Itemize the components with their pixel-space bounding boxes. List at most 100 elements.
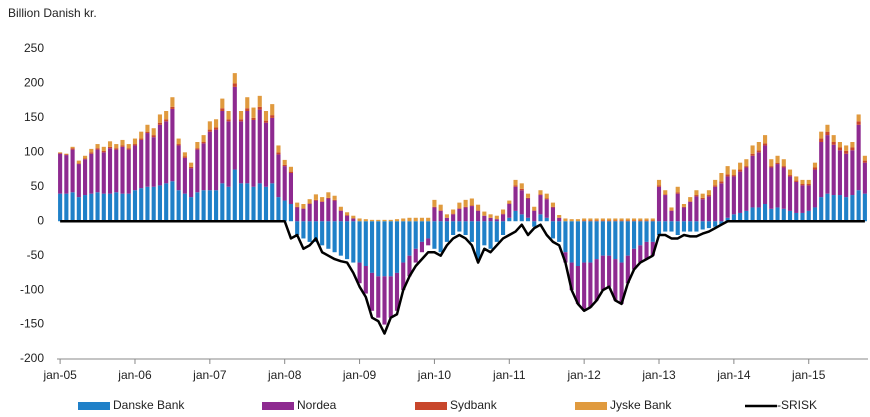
bar-segment xyxy=(232,169,237,222)
bar-segment xyxy=(107,146,113,149)
bar-segment xyxy=(263,111,269,121)
bar-segment xyxy=(763,145,768,204)
bar-segment xyxy=(164,121,169,184)
bar-segment xyxy=(170,181,175,222)
bar-segment xyxy=(750,155,755,208)
bar-segment xyxy=(806,184,811,186)
bar-segment xyxy=(550,207,556,222)
bar-segment xyxy=(700,199,705,222)
bar-segment xyxy=(89,153,94,194)
bar-segment xyxy=(120,145,125,147)
bar-segment xyxy=(369,219,375,222)
bar-segment xyxy=(313,221,318,242)
legend-label: Sydbank xyxy=(450,398,498,412)
bar-segment xyxy=(594,259,599,301)
bar-segment xyxy=(58,153,63,194)
bar-segment xyxy=(345,221,350,260)
bar-segment xyxy=(831,195,836,222)
bar-segment xyxy=(588,220,593,222)
bar-segment xyxy=(444,217,449,222)
bar-segment xyxy=(476,221,481,260)
bar-segment xyxy=(819,142,824,198)
bar-segment xyxy=(663,221,668,232)
bar-segment xyxy=(663,195,668,222)
bar-segment xyxy=(706,190,711,196)
x-tick-label: jan-09 xyxy=(342,368,377,382)
bar-segment xyxy=(825,131,830,136)
bar-segment xyxy=(95,149,100,193)
bar-segment xyxy=(351,218,356,222)
bar-segment xyxy=(276,152,281,155)
bar-segment xyxy=(794,212,799,222)
bar-segment xyxy=(394,219,400,222)
bar-segment xyxy=(787,210,793,222)
bar-segment xyxy=(214,190,219,222)
bar-segment xyxy=(844,197,849,222)
bar-segment xyxy=(862,155,867,161)
bar-segment xyxy=(507,203,512,204)
bar-segment xyxy=(282,159,287,165)
bar-segment xyxy=(513,186,518,211)
bar-segment xyxy=(83,158,88,160)
bar-segment xyxy=(688,221,693,232)
bar-segment xyxy=(819,197,824,222)
bar-segment xyxy=(457,208,462,209)
bar-segment xyxy=(58,152,63,154)
bar-segment xyxy=(781,208,786,222)
bar-segment xyxy=(251,119,256,187)
bar-segment xyxy=(132,190,138,222)
bar-segment xyxy=(538,194,543,196)
bar-segment xyxy=(713,221,718,227)
bar-segment xyxy=(675,186,680,193)
bar-segment xyxy=(189,197,194,222)
bar-segment xyxy=(557,215,562,218)
bar-segment xyxy=(500,213,506,215)
bar-segment xyxy=(725,166,730,175)
bar-segment xyxy=(688,197,693,202)
bar-segment xyxy=(89,152,94,154)
bar-segment xyxy=(750,207,755,222)
bar-segment xyxy=(295,206,300,208)
bar-segment xyxy=(438,210,443,222)
bar-segment xyxy=(550,202,556,207)
bar-segment xyxy=(426,221,431,239)
bar-segment xyxy=(775,162,780,165)
bar-segment xyxy=(575,219,580,222)
bar-segment xyxy=(681,207,687,222)
bar-segment xyxy=(469,205,474,207)
bar-segment xyxy=(245,97,250,109)
bar-segment xyxy=(600,221,605,256)
bar-segment xyxy=(644,241,649,260)
bar-segment xyxy=(126,144,131,149)
bar-segment xyxy=(376,276,381,318)
bar-segment xyxy=(656,179,662,186)
bar-segment xyxy=(457,208,462,222)
bar-segment xyxy=(214,119,219,128)
bar-segment xyxy=(89,148,94,153)
bar-segment xyxy=(419,217,425,222)
bar-segment xyxy=(769,166,774,168)
bar-segment xyxy=(725,217,730,222)
bar-segment xyxy=(663,194,668,196)
bar-segment xyxy=(644,218,649,221)
bar-segment xyxy=(463,207,468,222)
bar-segment xyxy=(238,119,244,122)
bar-segment xyxy=(831,144,836,196)
bar-segment xyxy=(451,214,456,222)
bar-segment xyxy=(575,221,580,266)
bar-segment xyxy=(120,146,125,194)
bar-segment xyxy=(132,138,138,145)
bar-segment xyxy=(681,206,687,208)
bar-segment xyxy=(482,215,487,222)
bar-segment xyxy=(388,276,393,318)
bar-segment xyxy=(613,220,618,222)
bar-segment xyxy=(856,190,861,222)
bar-segment xyxy=(706,221,711,229)
bar-segment xyxy=(700,221,705,230)
bar-segment xyxy=(182,152,187,157)
bar-segment xyxy=(126,149,131,194)
bar-segment xyxy=(613,218,618,221)
bar-segment xyxy=(850,147,855,151)
bar-segment xyxy=(582,262,587,311)
bar-segment xyxy=(775,207,780,222)
